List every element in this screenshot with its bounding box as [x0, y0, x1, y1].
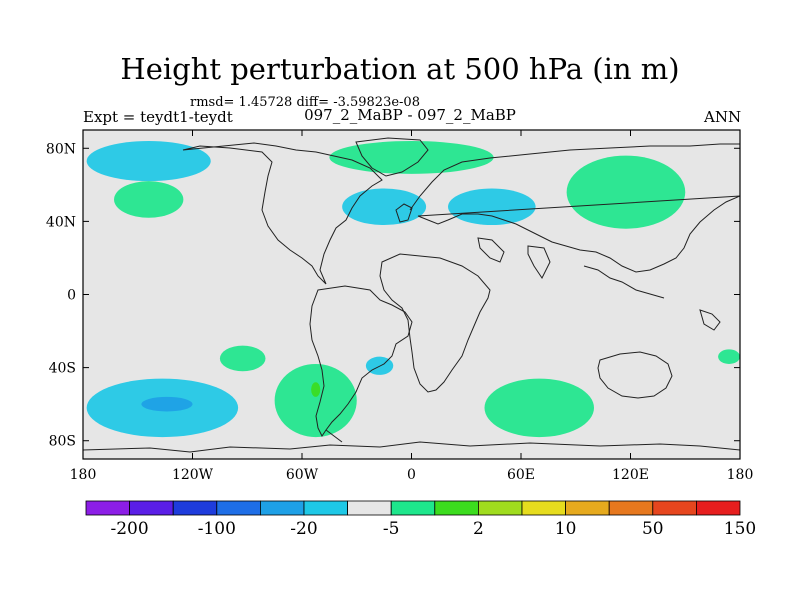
x-tick-label: 0: [407, 467, 416, 483]
colorbar-swatch: [216, 500, 261, 516]
colorbar-swatch: [434, 500, 479, 516]
anomaly-region-8: [141, 396, 193, 412]
anomaly-region-1: [86, 140, 211, 182]
anomaly-region-14: [718, 349, 740, 364]
colorbar-swatch: [390, 500, 436, 516]
x-tick-label: 180: [70, 467, 97, 483]
anomaly-region-9: [219, 345, 266, 372]
colorbar-swatch: [696, 500, 741, 516]
colorbar-label: 50: [642, 519, 664, 539]
anomaly-region-10: [274, 363, 357, 438]
colorbar-swatch: [259, 500, 305, 516]
y-tick-label: 40N: [46, 214, 76, 230]
colorbar-label: 2: [473, 519, 484, 539]
x-tick-label: 120E: [612, 467, 649, 483]
colorbar-label: -5: [383, 519, 400, 539]
experiment-label: Expt = teydt1-teydt: [83, 108, 233, 126]
colorbar-label: 10: [555, 519, 577, 539]
colorbar-swatch: [652, 500, 697, 516]
y-tick-label: 0: [67, 288, 76, 304]
anomaly-region-6: [566, 155, 686, 229]
colorbar-label: -200: [110, 519, 148, 539]
axes: 180 120W 60W 0 60E 120E 180 80N 40N 0 40S 80S: [46, 130, 753, 483]
anomaly-region-2: [114, 181, 184, 218]
colorbar-swatch: [85, 500, 130, 516]
anomaly-region-13: [484, 378, 594, 438]
colorbar-swatch: [303, 500, 348, 516]
anomaly-region-11: [311, 382, 321, 397]
x-tick-label: 60E: [507, 467, 535, 483]
y-tick-label: 40S: [49, 361, 76, 377]
colorbar-swatch: [129, 500, 174, 516]
colorbar-swatch: [172, 500, 218, 516]
colorbar-swatch: [521, 500, 566, 516]
anomaly-region-5: [329, 140, 494, 174]
coastlines: [83, 137, 740, 453]
y-tick-label: 80S: [49, 434, 76, 450]
colorbar-label: 150: [724, 519, 756, 539]
colorbar-label: -20: [290, 519, 317, 539]
colorbar-swatch: [477, 500, 523, 516]
stats-line: rmsd= 1.45728 diff= -3.59823e-08: [190, 95, 420, 110]
anomaly-fields: [86, 140, 740, 438]
y-tick-label: 80N: [46, 141, 76, 157]
x-tick-label: 60W: [286, 467, 319, 483]
anomaly-region-3: [342, 188, 427, 226]
colorbar-swatch: [347, 500, 392, 516]
colorbar-label: -100: [198, 519, 236, 539]
colorbar-swatch: [565, 500, 610, 516]
season-label: ANN: [704, 108, 742, 126]
x-tick-label: 180: [727, 467, 754, 483]
colorbar-swatch: [608, 500, 654, 516]
x-tick-label: 120W: [172, 467, 214, 483]
case-label: 097_2_MaBP - 097_2_MaBP: [304, 106, 516, 124]
colorbar: -200 -100 -20 -5 2 10 50 150: [85, 500, 756, 539]
chart-title: Height perturbation at 500 hPa (in m): [120, 52, 680, 86]
anomaly-region-4: [448, 188, 536, 226]
